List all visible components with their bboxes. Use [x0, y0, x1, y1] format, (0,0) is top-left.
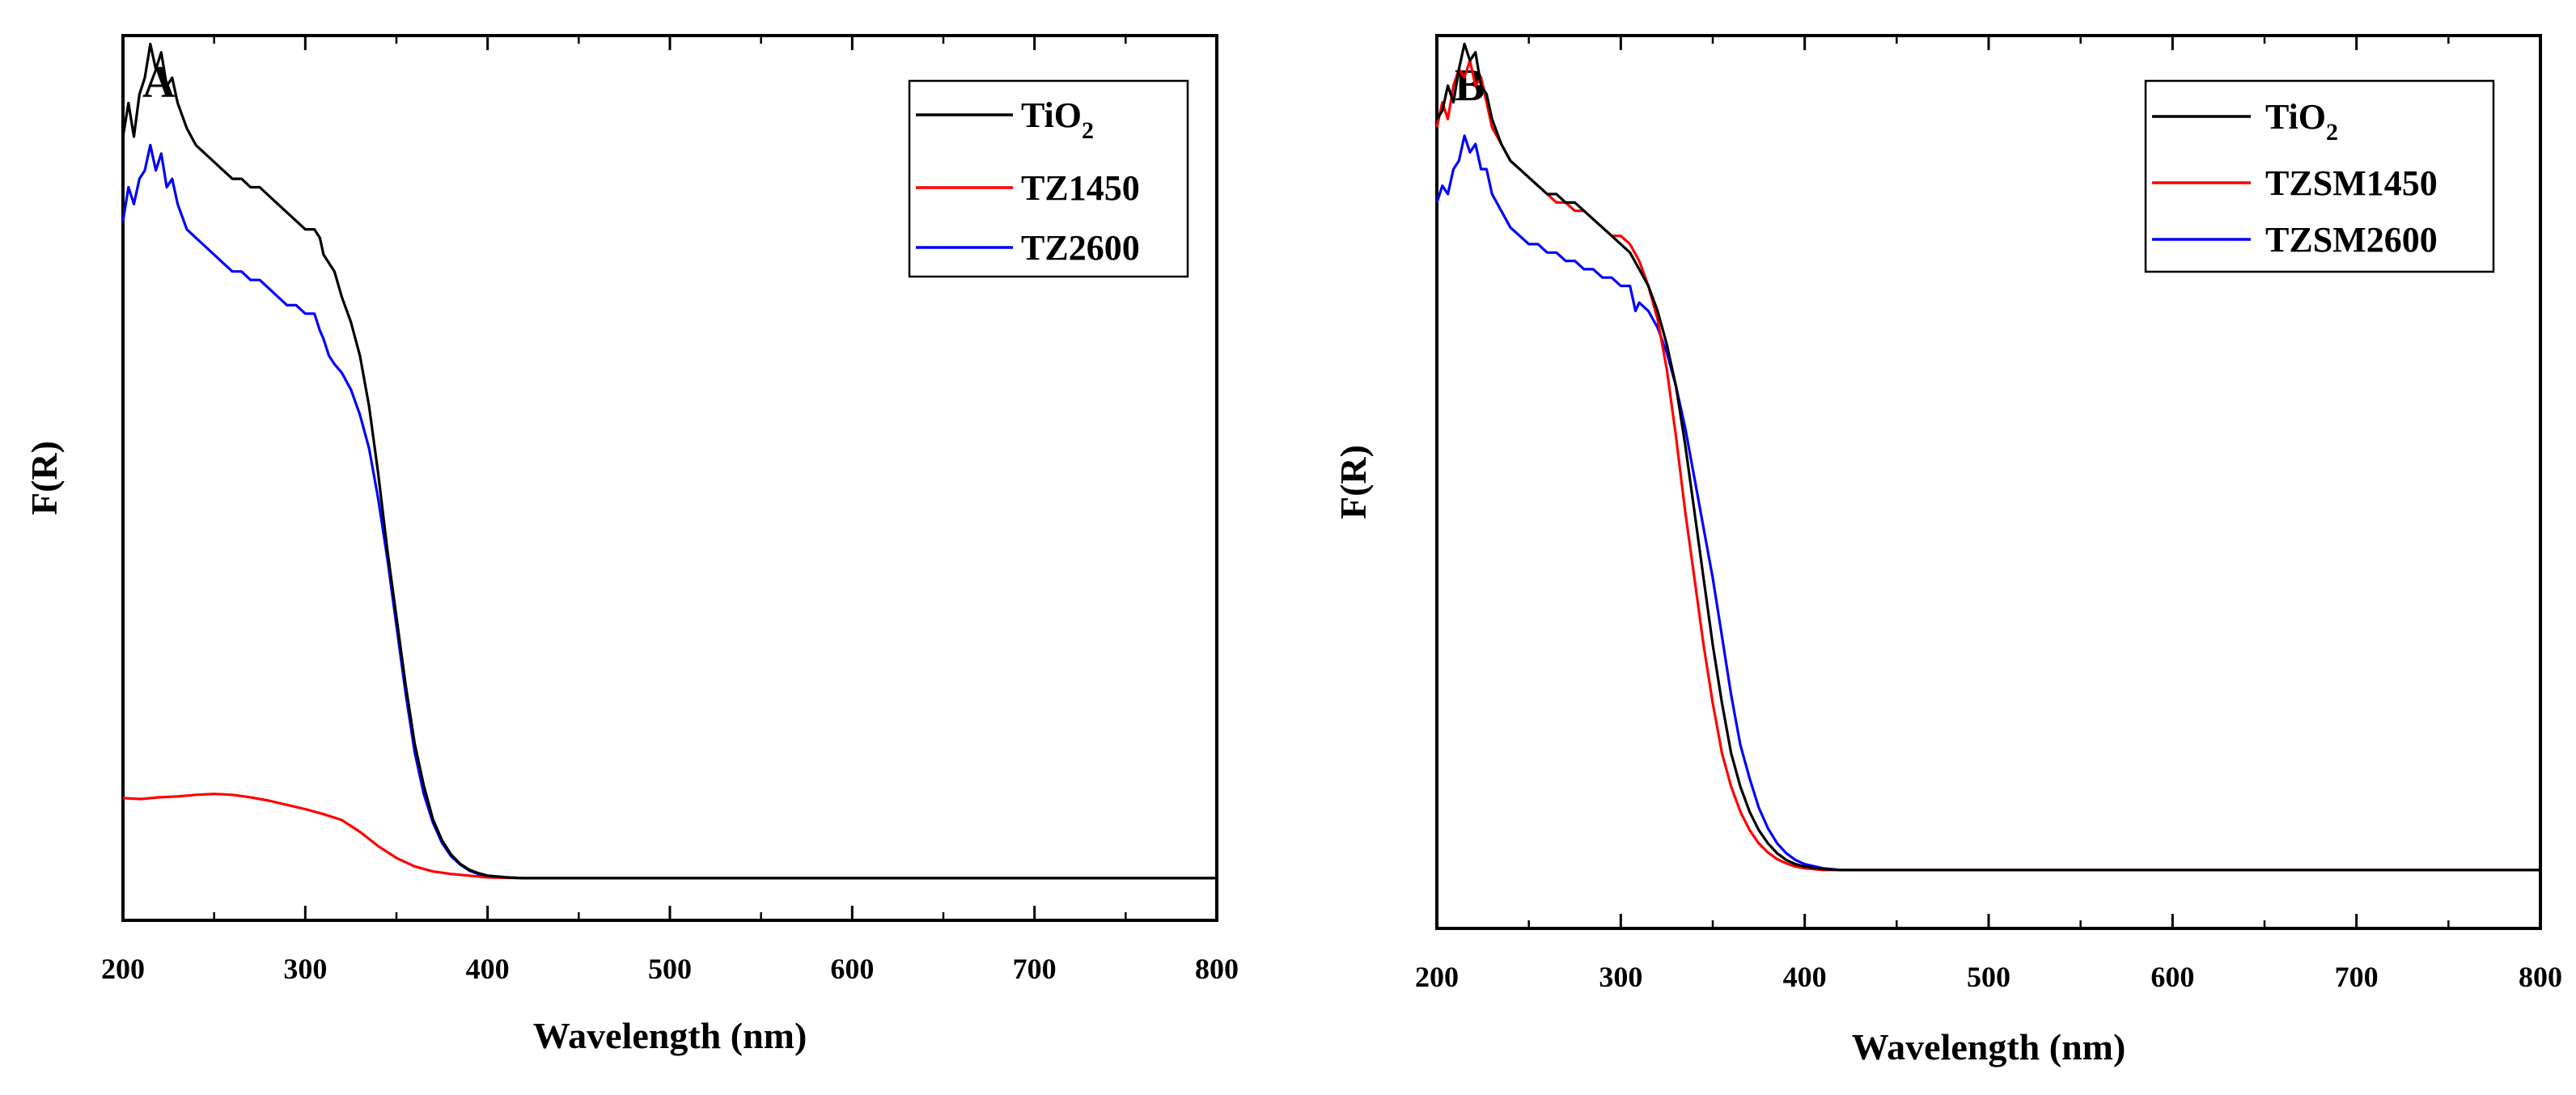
panel-b: B Wavelength (nm) F(R) 200 300 400 500 600 70…	[1332, 34, 2562, 1068]
panel-b-x-ticks: 200 300 400 500 600 700 800	[1415, 36, 2562, 993]
panel-b-x-tick-label: 400	[1783, 961, 1827, 993]
panel-b-x-tick-label: 500	[1967, 961, 2010, 993]
panel-a-legend-label-tio2: TiO2	[1021, 95, 1094, 144]
panel-b-x-tick-label: 200	[1415, 961, 1459, 993]
panel-a-x-axis-title: Wavelength (nm)	[533, 1015, 807, 1056]
panel-a-series-layer	[121, 42, 1217, 880]
panel-b-x-axis-title: Wavelength (nm)	[1852, 1026, 2126, 1068]
panel-b-legend: TiO2 TZSM1450 TZSM2600	[2144, 79, 2495, 273]
panel-a-y-axis-title: F(R)	[23, 441, 65, 515]
panel-b-x-tick-label: 800	[2519, 961, 2562, 993]
panel-b-x-tick-label: 300	[1599, 961, 1642, 993]
panel-b-legend-label-tio2: TiO2	[2265, 97, 2338, 146]
panel-a-x-tick-label: 500	[648, 953, 692, 985]
panel-a-x-tick-label: 600	[830, 953, 874, 985]
panel-b-series-tzsm2600-line	[1435, 134, 2540, 872]
panel-a-legend: TiO2 TZ1450 TZ2600	[908, 79, 1189, 278]
panel-a-x-ticks: 200 300 400 500 600 700 800	[101, 36, 1239, 985]
panel-b-series-tzsm1450-line	[1435, 59, 2540, 872]
panel-a: A Wavelength (nm) F(R) 200 300 400 500 600 70…	[23, 34, 1239, 1056]
panel-b-series-layer	[1435, 42, 2540, 872]
panel-a-x-tick-label: 400	[466, 953, 510, 985]
panel-b-x-tick-label: 600	[2150, 961, 2194, 993]
panel-a-legend-label-tz1450: TZ1450	[1021, 168, 1140, 208]
panel-a-x-tick-label: 800	[1195, 953, 1239, 985]
panel-b-legend-label-tzsm2600: TZSM2600	[2265, 220, 2438, 260]
panel-a-x-tick-label: 700	[1013, 953, 1057, 985]
panel-a-series-tio2-line	[121, 42, 1217, 880]
panel-b-legend-label-tzsm1450: TZSM1450	[2265, 163, 2438, 203]
panel-a-x-tick-label: 300	[283, 953, 327, 985]
panel-b-series-tio2-line	[1435, 42, 2540, 872]
panel-b-y-axis-title: F(R)	[1332, 445, 1374, 519]
panel-a-legend-label-tz2600: TZ2600	[1021, 228, 1140, 268]
panel-b-x-tick-label: 700	[2335, 961, 2379, 993]
panel-a-x-tick-label: 200	[101, 953, 145, 985]
